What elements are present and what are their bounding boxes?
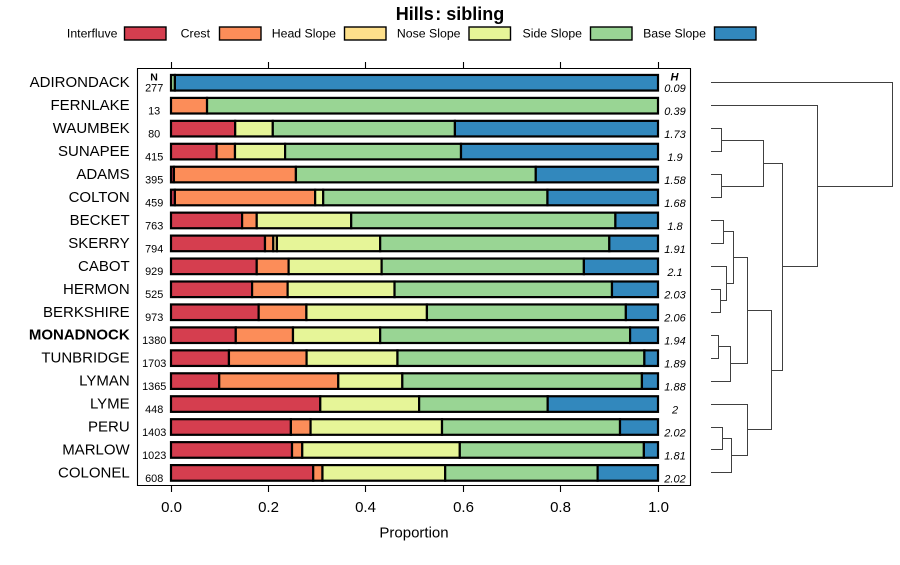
svg-text:395: 395 xyxy=(145,175,163,187)
svg-text:Side Slope: Side Slope xyxy=(523,26,583,40)
svg-text:1.88: 1.88 xyxy=(664,382,686,394)
svg-text:1.58: 1.58 xyxy=(664,175,686,187)
svg-text:1.8: 1.8 xyxy=(667,221,683,233)
svg-text:Crest: Crest xyxy=(181,26,211,40)
svg-text:Nose Slope: Nose Slope xyxy=(397,26,461,40)
svg-text:2.02: 2.02 xyxy=(663,427,685,439)
svg-text:SUNAPEE: SUNAPEE xyxy=(58,143,130,160)
svg-text:N: N xyxy=(150,72,158,84)
svg-text:MONADNOCK: MONADNOCK xyxy=(29,327,130,344)
svg-text:608: 608 xyxy=(145,473,163,485)
svg-text:794: 794 xyxy=(145,243,163,255)
svg-text:1.91: 1.91 xyxy=(664,244,685,256)
svg-text:COLTON: COLTON xyxy=(69,189,130,206)
svg-text:1365: 1365 xyxy=(142,381,166,393)
svg-text:BERKSHIRE: BERKSHIRE xyxy=(43,304,130,321)
svg-text:415: 415 xyxy=(145,152,163,164)
svg-text:0.8: 0.8 xyxy=(550,499,571,516)
svg-text:973: 973 xyxy=(145,312,163,324)
svg-text:1.0: 1.0 xyxy=(648,499,669,516)
svg-text:13: 13 xyxy=(148,106,160,118)
svg-text:0.2: 0.2 xyxy=(258,499,279,516)
svg-text:2.03: 2.03 xyxy=(663,290,686,302)
svg-text:1.89: 1.89 xyxy=(664,359,685,371)
svg-text:1.73: 1.73 xyxy=(664,129,686,141)
svg-text:1380: 1380 xyxy=(142,335,166,347)
svg-text:0.6: 0.6 xyxy=(453,499,474,516)
svg-text:BECKET: BECKET xyxy=(70,212,130,229)
svg-text:2.1: 2.1 xyxy=(666,267,682,279)
svg-text:763: 763 xyxy=(145,220,163,232)
svg-text:1023: 1023 xyxy=(142,450,166,462)
svg-text:ADIRONDACK: ADIRONDACK xyxy=(30,74,130,91)
svg-text:Head Slope: Head Slope xyxy=(272,26,336,40)
svg-text:MARLOW: MARLOW xyxy=(62,441,130,458)
svg-text:0.09: 0.09 xyxy=(664,83,685,95)
svg-text:2: 2 xyxy=(671,404,678,416)
svg-text:HERMON: HERMON xyxy=(63,281,130,298)
svg-text:LYMAN: LYMAN xyxy=(79,373,130,390)
svg-text:1.9: 1.9 xyxy=(667,152,682,164)
svg-text:448: 448 xyxy=(145,404,163,416)
svg-text:Hills : sibling: Hills : sibling xyxy=(396,4,505,24)
svg-text:459: 459 xyxy=(145,197,163,209)
svg-text:1703: 1703 xyxy=(142,358,166,370)
svg-text:2.06: 2.06 xyxy=(663,313,686,325)
svg-text:1403: 1403 xyxy=(142,427,166,439)
svg-text:PERU: PERU xyxy=(88,419,130,436)
svg-text:SKERRY: SKERRY xyxy=(68,235,129,252)
svg-text:277: 277 xyxy=(145,83,163,95)
svg-text:FERNLAKE: FERNLAKE xyxy=(50,97,129,114)
svg-text:Proportion: Proportion xyxy=(379,525,448,542)
svg-text:COLONEL: COLONEL xyxy=(58,464,130,481)
svg-text:1.81: 1.81 xyxy=(664,450,685,462)
svg-text:TUNBRIDGE: TUNBRIDGE xyxy=(41,350,129,367)
svg-text:0.4: 0.4 xyxy=(355,499,376,516)
svg-text:WAUMBEK: WAUMBEK xyxy=(53,120,130,137)
svg-text:H: H xyxy=(671,72,680,84)
svg-text:929: 929 xyxy=(145,266,163,278)
svg-text:2.02: 2.02 xyxy=(663,473,685,485)
svg-text:525: 525 xyxy=(145,289,163,301)
svg-text:ADAMS: ADAMS xyxy=(76,166,129,183)
svg-text:LYME: LYME xyxy=(90,396,130,413)
svg-text:CABOT: CABOT xyxy=(78,258,130,275)
svg-text:Interfluve: Interfluve xyxy=(67,26,118,40)
svg-text:Base Slope: Base Slope xyxy=(643,26,706,40)
svg-text:0.0: 0.0 xyxy=(161,499,182,516)
svg-text:1.68: 1.68 xyxy=(664,198,686,210)
svg-text:80: 80 xyxy=(148,129,160,141)
svg-text:0.39: 0.39 xyxy=(664,106,685,118)
svg-text:1.94: 1.94 xyxy=(664,336,685,348)
